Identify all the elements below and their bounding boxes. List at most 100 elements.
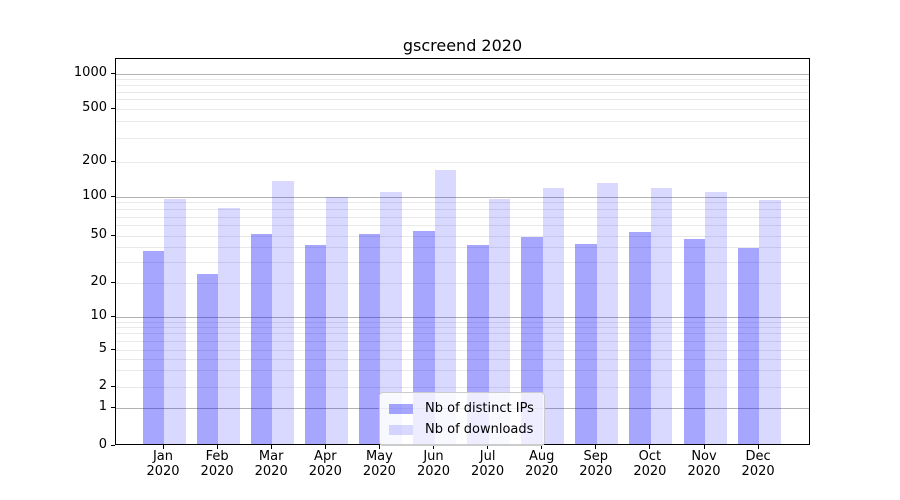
bar-distinct-ips-jun xyxy=(413,230,435,444)
gridline xyxy=(116,99,809,101)
y-tick-mark xyxy=(111,406,115,408)
gridline xyxy=(116,333,809,335)
x-tick-mark xyxy=(757,445,759,449)
x-tick-label: Aug 2020 xyxy=(525,449,559,479)
y-tick-mark xyxy=(111,160,115,162)
bar-distinct-ips-dec xyxy=(737,248,760,444)
x-tick-mark xyxy=(487,445,489,449)
y-tick-mark xyxy=(111,385,115,387)
y-tick-label: 10 xyxy=(90,308,107,323)
bar-distinct-ips-apr xyxy=(304,245,327,444)
x-tick-mark xyxy=(270,445,272,449)
x-tick-label: Dec 2020 xyxy=(741,449,775,479)
gridline xyxy=(116,358,809,360)
bar-downloads-aug xyxy=(542,187,565,444)
y-tick-label: 0 xyxy=(98,437,107,452)
gridline xyxy=(116,340,809,342)
legend-label-distinct-ips: Nb of distinct IPs xyxy=(425,401,534,416)
bar-distinct-ips-nov xyxy=(683,239,705,444)
x-tick-mark xyxy=(541,445,543,449)
gridline xyxy=(116,327,809,329)
y-tick-label: 20 xyxy=(90,274,107,289)
gridline xyxy=(116,246,809,248)
y-tick-mark xyxy=(111,107,115,109)
y-tick-label: 200 xyxy=(82,153,107,168)
bar-distinct-ips-may xyxy=(358,234,381,444)
bar-downloads-feb xyxy=(218,208,240,444)
x-tick-mark xyxy=(378,445,380,449)
gridline xyxy=(116,316,809,318)
y-tick-label: 100 xyxy=(82,188,107,203)
y-tick-mark xyxy=(111,234,115,236)
gridline xyxy=(116,209,809,211)
gridline xyxy=(116,321,809,323)
bar-downloads-nov xyxy=(705,192,727,444)
bar-downloads-sep xyxy=(596,183,619,444)
x-tick-label: Apr 2020 xyxy=(308,449,342,479)
y-tick-label: 50 xyxy=(90,227,107,242)
gridline xyxy=(116,282,809,284)
x-tick-label: Oct 2020 xyxy=(633,449,667,479)
y-tick-label: 5 xyxy=(98,341,107,356)
bar-downloads-dec xyxy=(759,199,781,444)
y-tick-label: 1000 xyxy=(73,65,107,80)
bar-distinct-ips-feb xyxy=(196,273,219,444)
bar-distinct-ips-mar xyxy=(250,234,273,444)
gridline xyxy=(116,161,809,163)
x-tick-mark xyxy=(324,445,326,449)
bar-downloads-mar xyxy=(272,181,294,444)
chart-title: gscreend 2020 xyxy=(402,36,523,55)
x-tick-mark xyxy=(595,445,597,449)
x-tick-label: Jul 2020 xyxy=(471,449,505,479)
legend-label-downloads: Nb of downloads xyxy=(425,422,534,437)
x-tick-mark xyxy=(162,445,164,449)
gridline xyxy=(116,196,809,198)
gridline xyxy=(116,138,809,140)
x-tick-label: Jun 2020 xyxy=(416,449,451,479)
x-tick-mark xyxy=(216,445,218,449)
bar-downloads-jul xyxy=(488,199,511,444)
x-tick-label: Feb 2020 xyxy=(200,449,234,479)
bar-downloads-jan xyxy=(164,199,186,444)
bar-downloads-jun xyxy=(434,169,456,444)
gridline xyxy=(116,225,809,227)
bar-downloads-may xyxy=(380,191,402,444)
x-tick-mark xyxy=(433,445,434,449)
bar-distinct-ips-sep xyxy=(575,244,597,444)
gridline xyxy=(116,73,809,75)
x-tick-label: May 2020 xyxy=(362,449,396,479)
gridline xyxy=(116,370,809,372)
y-tick-mark xyxy=(111,444,115,446)
gridline xyxy=(116,202,809,204)
gridline xyxy=(116,78,809,80)
y-tick-mark xyxy=(111,315,115,317)
x-tick-label: Sep 2020 xyxy=(579,449,613,479)
bar-downloads-oct xyxy=(650,187,673,444)
y-tick-mark xyxy=(111,195,115,197)
gridline xyxy=(116,84,809,86)
gridline xyxy=(116,108,809,110)
y-tick-label: 2 xyxy=(98,378,107,393)
y-tick-mark xyxy=(111,348,115,350)
x-tick-label: Jan 2020 xyxy=(146,449,180,479)
bar-downloads-apr xyxy=(326,197,348,444)
gridline xyxy=(116,261,809,263)
legend-item-distinct-ips: Nb of distinct IPs xyxy=(389,398,534,419)
bar-distinct-ips-jan xyxy=(142,250,164,444)
gridline xyxy=(116,349,809,351)
plot-area: Nb of distinct IPs Nb of downloads xyxy=(115,58,810,446)
y-tick-mark xyxy=(111,72,115,74)
legend-swatch-downloads xyxy=(389,424,413,435)
x-tick-mark xyxy=(703,445,705,449)
legend-swatch-distinct-ips xyxy=(389,403,413,414)
gridline xyxy=(116,386,809,388)
x-tick-label: Mar 2020 xyxy=(254,449,288,479)
gridline xyxy=(116,91,809,93)
gridline xyxy=(116,235,809,237)
legend-item-downloads: Nb of downloads xyxy=(389,419,534,440)
y-tick-label: 1 xyxy=(98,399,107,414)
y-tick-label: 500 xyxy=(82,100,107,115)
y-tick-mark xyxy=(111,281,115,283)
legend: Nb of distinct IPs Nb of downloads xyxy=(379,392,545,446)
